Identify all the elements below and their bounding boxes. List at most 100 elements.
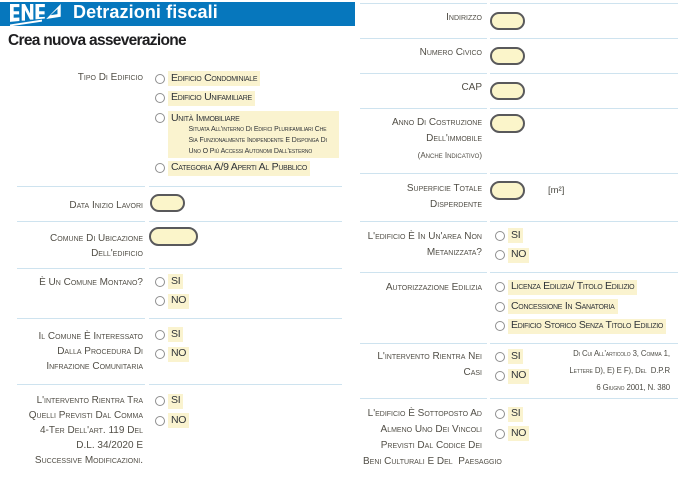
cap-input[interactable] [490,81,525,100]
row-intervento-dpr: L'intervento Rientra Nei Casi SI NO Di C… [355,343,680,398]
radio-procedura-infrazione-si[interactable] [155,329,165,340]
label-line: Numero Civico [419,47,482,58]
control-cell: SI NO [149,318,342,384]
label-line: Infrazione Comunitaria [46,360,143,372]
radio-comune-montano-no[interactable] [155,296,165,307]
control-cell: SI NO [490,221,678,272]
label-line: Beni Culturali E Del Paesaggio [363,456,502,467]
option-label-procedura-infrazione-si[interactable]: SI [168,327,184,343]
label-line: Successive Modificazioni. [34,454,143,466]
row-comune-ubicazione: Comune Di Ubicazione Dell'edificio [0,220,355,268]
row-autorizzazione-edilizia: Autorizzazione Edilizia Licenza Edilizia… [355,272,680,343]
option-label-comune-montano-no[interactable]: NO [168,293,190,309]
label-line: Anno Di Costruzione [391,116,482,128]
label-comune-montano: È Un Comune Montano? [0,267,145,319]
label-vincoli-beni-culturali: L'edificio È Sottoposto Ad Almeno Uno De… [355,397,502,484]
option-label-intervento-dpr-no[interactable]: NO [508,368,530,384]
note-line: Uno O Più Accessi Autonomi Dall'esterno [188,147,313,155]
label-line: Il Comune È Interessato [38,330,143,342]
label-anno-costruzione: Anno Di Costruzione Dell'immobile (Anche… [355,108,487,173]
option-label-vincoli-si[interactable]: SI [508,406,524,422]
label-line: Data Inizio Lavori [69,200,143,211]
app-title: Detrazioni fiscali [73,2,218,22]
page-title: Crea nuova asseverazione [8,32,187,49]
radio-area-non-metanizzata-si[interactable] [495,230,505,241]
radio-concessione-sanatoria[interactable] [495,301,505,312]
label-line: È Un Comune Montano? [39,277,143,288]
label-intervento-dpr: L'intervento Rientra Nei Casi [355,343,487,398]
option-label-edificio-unifamiliare[interactable]: Edificio Unifamiliare [168,90,255,106]
anno-costruzione-subnote: (Anche Indicativo) [417,150,482,160]
radio-intervento-dpr-si[interactable] [495,351,505,362]
option-label-area-non-metanizzata-si[interactable]: SI [508,228,524,244]
row-data-inizio-lavori: Data Inizio Lavori [0,186,355,221]
label-data-inizio-lavori: Data Inizio Lavori [0,186,145,221]
option-label-area-non-metanizzata-no[interactable]: NO [508,247,530,263]
row-cap: CAP [355,73,680,108]
option-label-procedura-infrazione-no[interactable]: NO [168,346,190,362]
option-label-comma-4ter-si[interactable]: SI [168,393,184,409]
control-cell: SI NO [149,267,342,319]
data-inizio-lavori-input[interactable] [150,193,185,212]
label-comma-4ter: L'intervento Rientra Tra Quelli Previsti… [0,384,145,484]
label-line: Quelli Previsti Dal Comma [28,409,143,421]
option-label-intervento-dpr-si[interactable]: SI [508,349,524,365]
row-superficie-disperdente: Superficie Totale Disperdente [m²] [355,172,680,222]
label-tipo-edificio: Tipo Di Edificio [0,56,145,186]
label-line: Comune Di Ubicazione [50,232,143,244]
radio-comma-4ter-no[interactable] [155,415,165,426]
enea-logo-icon [10,4,61,27]
label-line: D.L. 34/2020 E [76,439,143,451]
radio-intervento-dpr-no[interactable] [495,371,505,382]
radio-edificio-condominiale[interactable] [155,73,165,84]
radio-option: Edificio Condominiale [149,69,342,89]
radio-area-non-metanizzata-no[interactable] [495,250,505,261]
radio-edificio-unifamiliare[interactable] [155,93,165,104]
row-indirizzo: Indirizzo [355,3,680,38]
superficie-unit: [m²] [548,184,565,196]
option-label-comma-4ter-no[interactable]: NO [168,413,190,429]
numero-civico-input[interactable] [490,46,525,65]
option-label-categoria-a9[interactable]: Categoria A/9 Aperti Al Pubblico [168,160,311,176]
radio-vincoli-si[interactable] [495,409,505,420]
control-cell: SI NO Di Cui All'articolo 3, Comma 1, Le… [490,343,678,398]
control-cell [490,38,678,73]
radio-option: NO [149,292,342,312]
radio-procedura-infrazione-no[interactable] [155,349,165,360]
option-label-concessione-sanatoria[interactable]: Concessione In Sanatoria [508,299,618,315]
superficie-input[interactable] [490,181,525,200]
option-label-vincoli-no[interactable]: NO [508,426,530,442]
form-column-left: Tipo Di Edificio Edificio Condominiale E… [0,56,355,484]
radio-option: Concessione In Sanatoria [490,297,678,317]
label-line: Disperdente [430,198,482,210]
option-label-unita-immobiliare[interactable]: Unità Immobiliare Situata All'interno Di… [168,111,339,159]
row-area-non-metanizzata: L'edificio È In Un'area Non Metanizzata?… [355,221,680,272]
radio-comune-montano-si[interactable] [155,276,165,287]
radio-option: Unità Immobiliare Situata All'interno Di… [149,108,342,159]
note-line: Sia Funzionalmente Indipendente E Dispon… [188,136,328,144]
option-label-licenza-edilizia[interactable]: Licenza Edilizia/ Titolo Edilizio [508,279,638,295]
radio-categoria-a9[interactable] [155,163,165,174]
radio-edificio-storico[interactable] [495,321,505,332]
option-label-edificio-condominiale[interactable]: Edificio Condominiale [168,71,261,87]
comune-ubicazione-input[interactable] [149,227,198,246]
option-label-comune-montano-si[interactable]: SI [168,274,184,290]
option-label-line: Unità Immobiliare [171,111,240,124]
radio-unita-immobiliare[interactable] [155,113,165,123]
note-line: Situata All'interno Di Edifici Plurifami… [188,126,327,133]
radio-vincoli-no[interactable] [495,428,505,439]
anno-costruzione-input[interactable] [490,114,525,133]
radio-option: SI [490,405,678,425]
radio-comma-4ter-si[interactable] [155,396,165,407]
header-bar: Detrazioni fiscali [0,2,355,27]
option-label-edificio-storico[interactable]: Edificio Storico Senza Titolo Edilizio [508,318,667,334]
indirizzo-input[interactable] [490,11,525,30]
control-cell: Licenza Edilizia/ Titolo Edilizio Conces… [490,272,678,343]
row-comune-montano: È Un Comune Montano? SI NO [0,267,355,319]
radio-option: Licenza Edilizia/ Titolo Edilizio [490,278,678,298]
label-line: Casi [463,366,482,378]
label-superficie-disperdente: Superficie Totale Disperdente [355,172,487,222]
input-with-unit: [m²] [490,173,678,200]
radio-licenza-edilizia[interactable] [495,282,505,293]
row-comma-4ter: L'intervento Rientra Tra Quelli Previsti… [0,384,355,484]
